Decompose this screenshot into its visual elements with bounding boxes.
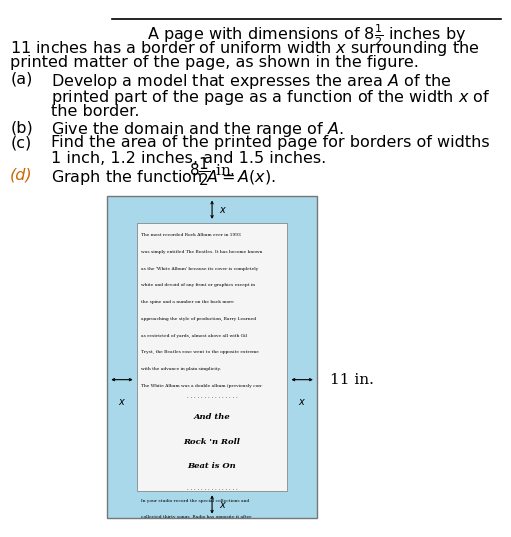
Text: (a): (a) <box>10 72 33 87</box>
Text: A page with dimensions of $8\frac{1}{2}$ inches by: A page with dimensions of $8\frac{1}{2}$… <box>147 23 466 48</box>
Text: $x$: $x$ <box>219 499 227 510</box>
Text: printed part of the page as a function of the width $x$ of: printed part of the page as a function o… <box>51 88 491 107</box>
Text: approaching the style of production, Barry Learned: approaching the style of production, Bar… <box>141 317 256 321</box>
Text: Find the area of the printed page for borders of widths: Find the area of the printed page for bo… <box>51 135 490 150</box>
Text: $x$: $x$ <box>298 397 306 408</box>
Text: The most recorded Rock Album ever in 1993: The most recorded Rock Album ever in 199… <box>141 233 241 237</box>
Text: (c): (c) <box>10 135 32 150</box>
Text: Give the domain and the range of $A$.: Give the domain and the range of $A$. <box>51 120 344 139</box>
Text: 11 in.: 11 in. <box>330 373 374 387</box>
Text: The White Album was a double album (previously con-: The White Album was a double album (prev… <box>141 384 262 388</box>
Text: as the 'White Album' because its cover is completely: as the 'White Album' because its cover i… <box>141 266 258 271</box>
Text: was simply entitled The Beatles. It has become known: was simply entitled The Beatles. It has … <box>141 250 262 254</box>
Text: Rock 'n Roll: Rock 'n Roll <box>183 438 241 446</box>
Text: $x$: $x$ <box>219 205 227 215</box>
Text: And the: And the <box>194 413 230 422</box>
Text: as restricted of yards, almost above all with Gil: as restricted of yards, almost above all… <box>141 333 247 338</box>
Text: (b): (b) <box>10 120 33 135</box>
Text: Develop a model that expresses the area $A$ of the: Develop a model that expresses the area … <box>51 72 452 91</box>
Text: Beat is On: Beat is On <box>188 462 237 470</box>
Bar <box>136 223 288 491</box>
Text: Graph the function $A = A(x)$.: Graph the function $A = A(x)$. <box>51 168 276 186</box>
Text: the spine and a number on the back more: the spine and a number on the back more <box>141 300 234 304</box>
Text: with the advance in plain simplicity.: with the advance in plain simplicity. <box>141 367 221 371</box>
Text: . . . . . . . . . . . . . . .: . . . . . . . . . . . . . . . <box>187 486 238 491</box>
Text: Tryst, the Beatles rose went to the opposite extreme: Tryst, the Beatles rose went to the oppo… <box>141 350 259 354</box>
Text: . . . . . . . . . . . . . . .: . . . . . . . . . . . . . . . <box>187 394 238 399</box>
Bar <box>107 196 317 518</box>
Text: white and devoid of any front or graphics except in: white and devoid of any front or graphic… <box>141 284 255 287</box>
Text: (d): (d) <box>10 168 33 183</box>
Text: the border.: the border. <box>51 104 140 119</box>
Text: 1 inch, 1.2 inches, and 1.5 inches.: 1 inch, 1.2 inches, and 1.5 inches. <box>51 151 327 166</box>
Text: $x$: $x$ <box>118 397 126 408</box>
Text: 11 inches has a border of uniform width $x$ surrounding the: 11 inches has a border of uniform width … <box>10 39 480 57</box>
Text: $8\dfrac{1}{2}$ in.: $8\dfrac{1}{2}$ in. <box>189 155 235 188</box>
Text: collected thirty songs, Radio has opposite it after: collected thirty songs, Radio has opposi… <box>141 515 251 519</box>
Text: In your studio record the special collections and: In your studio record the special collec… <box>141 499 249 503</box>
Text: printed matter of the page, as shown in the figure.: printed matter of the page, as shown in … <box>10 55 419 70</box>
Text: the known land of work about the somewhat: the known land of work about the somewha… <box>141 531 240 535</box>
